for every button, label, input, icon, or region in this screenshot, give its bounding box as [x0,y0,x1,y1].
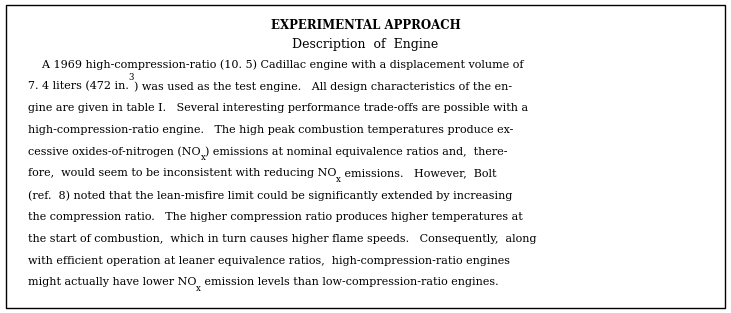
Text: ) was used as the test engine.   All design characteristics of the en-: ) was used as the test engine. All desig… [134,81,512,92]
Text: x: x [200,153,205,162]
Text: emission levels than low-compression-ratio engines.: emission levels than low-compression-rat… [201,277,499,287]
Text: ) emissions at nominal equivalence ratios and,  there-: ) emissions at nominal equivalence ratio… [205,147,508,157]
Text: gine are given in table I.   Several interesting performance trade-offs are poss: gine are given in table I. Several inter… [28,103,528,113]
Text: fore,  would seem to be inconsistent with reducing NO: fore, would seem to be inconsistent with… [28,168,336,178]
Text: 3: 3 [129,73,134,81]
Text: might actually have lower NO: might actually have lower NO [28,277,197,287]
Text: A 1969 high-compression-ratio (10. 5) Cadillac engine with a displacement volume: A 1969 high-compression-ratio (10. 5) Ca… [28,59,523,70]
Text: the compression ratio.   The higher compression ratio produces higher temperatur: the compression ratio. The higher compre… [28,212,523,222]
Text: (ref.  8) noted that the lean-misfire limit could be significantly extended by i: (ref. 8) noted that the lean-misfire lim… [28,190,512,201]
Text: emissions.   However,  Bolt: emissions. However, Bolt [341,168,496,178]
Text: with efficient operation at leaner equivalence ratios,  high-compression-ratio e: with efficient operation at leaner equiv… [28,256,510,266]
Text: 7. 4 liters (472 in.: 7. 4 liters (472 in. [28,81,129,92]
Text: x: x [336,175,341,184]
Text: x: x [197,284,201,293]
Text: cessive oxides-of-nitrogen (NO: cessive oxides-of-nitrogen (NO [28,147,200,157]
Text: the start of combustion,  which in turn causes higher flame speeds.   Consequent: the start of combustion, which in turn c… [28,234,537,244]
Text: Description  of  Engine: Description of Engine [292,38,439,51]
Text: high-compression-ratio engine.   The high peak combustion temperatures produce e: high-compression-ratio engine. The high … [28,125,513,135]
Text: EXPERIMENTAL APPROACH: EXPERIMENTAL APPROACH [270,19,461,33]
